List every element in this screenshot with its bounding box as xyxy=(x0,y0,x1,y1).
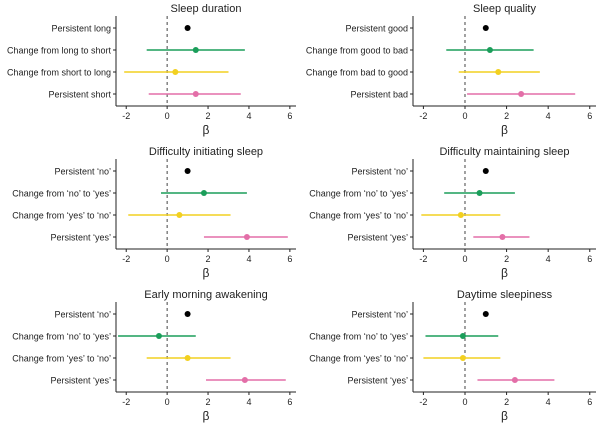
row-label: Change from ‘yes’ to ‘no’ xyxy=(309,211,408,221)
point-estimate xyxy=(486,47,493,53)
x-tick-label: 0 xyxy=(462,397,467,407)
x-tick-label: -2 xyxy=(122,254,130,264)
row-label: Change from ‘no’ to ‘yes’ xyxy=(12,189,111,199)
x-axis-label: β xyxy=(501,123,508,137)
x-tick-label: 4 xyxy=(246,397,251,407)
x-tick-label: 0 xyxy=(165,254,170,264)
row-label: Persistent ‘no’ xyxy=(54,310,111,320)
x-tick-label: 6 xyxy=(287,254,292,264)
point-estimate xyxy=(184,311,191,317)
x-axis-label: β xyxy=(203,266,210,280)
x-axis-label: β xyxy=(203,123,210,137)
row-label: Persistent ‘no’ xyxy=(351,167,408,177)
x-axis-label: β xyxy=(501,409,508,423)
x-tick-label: 2 xyxy=(206,397,211,407)
point-estimate xyxy=(457,212,464,218)
x-tick-label: 4 xyxy=(246,254,251,264)
row-label: Persistent long xyxy=(51,24,111,34)
x-tick-label: 0 xyxy=(462,254,467,264)
x-tick-label: 0 xyxy=(165,397,170,407)
x-tick-label: 2 xyxy=(504,111,509,121)
row-label: Change from short to long xyxy=(7,68,111,78)
row-label: Persistent ‘yes’ xyxy=(50,233,111,243)
row-label: Change from ‘no’ to ‘yes’ xyxy=(309,189,408,199)
point-estimate xyxy=(459,355,466,361)
row-label: Persistent bad xyxy=(350,90,408,100)
panel-title: Sleep duration xyxy=(171,3,242,15)
panel-title: Difficulty initiating sleep xyxy=(149,146,263,158)
row-label: Change from ‘yes’ to ‘no’ xyxy=(12,211,111,221)
panel-title: Sleep quality xyxy=(473,3,536,15)
x-tick-label: 4 xyxy=(546,397,551,407)
point-estimate xyxy=(482,311,489,317)
x-tick-label: -2 xyxy=(419,254,427,264)
row-label: Persistent good xyxy=(345,24,408,34)
row-label: Change from good to bad xyxy=(306,46,408,56)
x-tick-label: 0 xyxy=(462,111,467,121)
point-estimate xyxy=(192,91,199,97)
row-label: Persistent ‘yes’ xyxy=(50,376,111,386)
panel-title: Daytime sleepiness xyxy=(457,289,553,301)
point-estimate xyxy=(499,234,506,240)
row-label: Change from long to short xyxy=(7,46,112,56)
row-label: Change from ‘no’ to ‘yes’ xyxy=(309,332,408,342)
x-tick-label: 6 xyxy=(587,111,592,121)
x-tick-label: -2 xyxy=(122,397,130,407)
panel-title: Early morning awakening xyxy=(144,289,268,301)
point-estimate xyxy=(184,25,191,31)
row-label: Persistent ‘no’ xyxy=(54,167,111,177)
x-tick-label: 4 xyxy=(246,111,251,121)
x-axis-label: β xyxy=(501,266,508,280)
point-estimate xyxy=(459,333,466,339)
x-tick-label: 2 xyxy=(206,254,211,264)
x-axis-label: β xyxy=(203,409,210,423)
point-estimate xyxy=(482,25,489,31)
x-tick-label: 4 xyxy=(546,111,551,121)
x-tick-label: 2 xyxy=(504,254,509,264)
point-estimate xyxy=(518,91,525,97)
row-label: Change from bad to good xyxy=(306,68,408,78)
point-estimate xyxy=(241,377,248,383)
point-estimate xyxy=(184,355,191,361)
x-tick-label: 6 xyxy=(587,397,592,407)
point-estimate xyxy=(155,333,162,339)
point-estimate xyxy=(243,234,250,240)
point-estimate xyxy=(184,168,191,174)
point-estimate xyxy=(476,190,483,196)
x-tick-label: 0 xyxy=(165,111,170,121)
row-label: Change from ‘no’ to ‘yes’ xyxy=(12,332,111,342)
row-label: Change from ‘yes’ to ‘no’ xyxy=(12,354,111,364)
x-tick-label: -2 xyxy=(419,397,427,407)
x-tick-label: -2 xyxy=(419,111,427,121)
row-label: Persistent ‘yes’ xyxy=(347,233,408,243)
point-estimate xyxy=(192,47,199,53)
point-estimate xyxy=(482,168,489,174)
panel-title: Difficulty maintaining sleep xyxy=(439,146,569,158)
point-estimate xyxy=(176,212,183,218)
point-estimate xyxy=(172,69,179,75)
point-estimate xyxy=(200,190,207,196)
x-tick-label: -2 xyxy=(122,111,130,121)
x-tick-label: 2 xyxy=(504,397,509,407)
row-label: Persistent ‘yes’ xyxy=(347,376,408,386)
point-estimate xyxy=(495,69,502,75)
x-tick-label: 6 xyxy=(287,397,292,407)
point-estimate xyxy=(511,377,518,383)
x-tick-label: 6 xyxy=(287,111,292,121)
row-label: Persistent ‘no’ xyxy=(351,310,408,320)
x-tick-label: 2 xyxy=(206,111,211,121)
row-label: Persistent short xyxy=(48,90,111,100)
x-tick-label: 6 xyxy=(587,254,592,264)
row-label: Change from ‘yes’ to ‘no’ xyxy=(309,354,408,364)
x-tick-label: 4 xyxy=(546,254,551,264)
